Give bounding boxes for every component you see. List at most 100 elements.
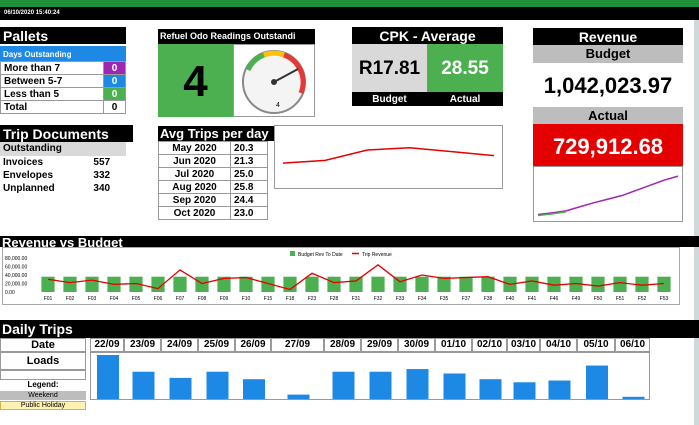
budget-bar bbox=[217, 276, 231, 292]
daily-trips-bar bbox=[287, 394, 310, 399]
revenue-budget-label: Budget bbox=[533, 45, 683, 63]
budget-bar bbox=[129, 276, 143, 292]
daily-trips-bar bbox=[243, 379, 265, 399]
x-tick-label: F51 bbox=[616, 296, 625, 302]
daily-trips-bar bbox=[369, 371, 392, 399]
budget-bar bbox=[657, 276, 671, 292]
pallets-row-value: 0 bbox=[103, 87, 126, 101]
date-cell: 25/09 bbox=[198, 338, 235, 352]
x-tick-label: F03 bbox=[88, 296, 97, 302]
x-tick-label: F40 bbox=[506, 296, 515, 302]
x-tick-label: F05 bbox=[132, 296, 141, 302]
daily-trips-spacer bbox=[0, 370, 86, 380]
budget-bar bbox=[635, 276, 649, 292]
budget-bar bbox=[613, 276, 627, 292]
avg-trips-row: Jun 2020 21.3 bbox=[158, 154, 269, 168]
budget-bar bbox=[349, 276, 363, 292]
x-tick-label: F50 bbox=[594, 296, 603, 302]
cpk-budget-label: Budget bbox=[352, 92, 427, 106]
cpk-title: CPK - Average bbox=[352, 27, 503, 44]
budget-bar bbox=[371, 276, 385, 292]
trip-docs-table: Invoices 557 Envelopes 332 Unplanned 340 bbox=[0, 156, 126, 195]
legend-public-holiday: Public Holiday bbox=[0, 401, 86, 410]
pallets-row-label: Less than 5 bbox=[0, 87, 104, 101]
daily-trips-date-label: Date bbox=[0, 338, 86, 352]
revenue-budget-value: 1,042,023.97 bbox=[543, 73, 673, 98]
y-tick-label: 60,000.00 bbox=[5, 265, 27, 271]
x-tick-label: F35 bbox=[440, 296, 449, 302]
date-cell: 30/09 bbox=[398, 338, 435, 352]
budget-bar bbox=[481, 276, 495, 292]
vertical-scrollbar[interactable] bbox=[694, 20, 699, 425]
daily-trips-bar bbox=[169, 377, 192, 399]
legend-label: Legend: bbox=[27, 380, 59, 389]
avg-trips-month: May 2020 bbox=[158, 141, 231, 155]
budget-bar bbox=[173, 276, 187, 292]
x-tick-label: F02 bbox=[66, 296, 75, 302]
budget-bar bbox=[591, 276, 605, 292]
revenue-trend-line bbox=[537, 175, 679, 216]
daily-trips-bar bbox=[132, 371, 155, 399]
avg-trips-value: 23.0 bbox=[229, 206, 269, 220]
date-cell: 22/09 bbox=[90, 338, 124, 352]
pallets-row-between-5-7: Between 5-7 0 bbox=[0, 74, 126, 88]
refuel-count: 4 bbox=[158, 44, 233, 117]
avg-trips-month: Sep 2020 bbox=[158, 193, 231, 207]
revenue-actual-label: Actual bbox=[533, 107, 683, 124]
x-tick-label: F49 bbox=[572, 296, 581, 302]
timestamp-bar: 06/10/2020 15:40:24 bbox=[0, 7, 699, 20]
pallets-row-less-than-5: Less than 5 0 bbox=[0, 87, 126, 101]
legend-budget-swatch bbox=[290, 251, 295, 256]
pallets-row-value: 0 bbox=[103, 61, 126, 75]
budget-bar bbox=[305, 276, 319, 292]
revenue-trend-chart bbox=[533, 166, 683, 222]
x-tick-label: F10 bbox=[242, 296, 251, 302]
rev-vs-budget-chart: Budget Rev To Date Trip Revenue 80,000.00 6… bbox=[5, 251, 671, 302]
pallets-row-total: Total 0 bbox=[0, 100, 126, 114]
x-tick-label: F46 bbox=[550, 296, 559, 302]
trip-docs-value: 332 bbox=[93, 170, 111, 181]
x-tick-label: F06 bbox=[154, 296, 163, 302]
gauge-reading: 4 bbox=[276, 102, 280, 109]
revenue-trend-svg bbox=[537, 175, 679, 217]
legend-trip-label: Trip Revenue bbox=[362, 252, 392, 258]
daily-trips-bar bbox=[406, 369, 429, 399]
legend-budget-label: Budget Rev To Date bbox=[298, 252, 343, 258]
revenue-actual-value: 729,912.68 bbox=[533, 124, 683, 166]
pallets-row-value: 0 bbox=[103, 100, 126, 114]
trip-docs-title: Trip Documents bbox=[0, 125, 133, 142]
avg-trips-title: Avg Trips per day bbox=[158, 126, 274, 141]
daily-trips-bar bbox=[332, 371, 355, 399]
x-tick-label: F37 bbox=[462, 296, 471, 302]
pallets-row-label: More than 7 bbox=[0, 61, 104, 75]
x-tick-label: F15 bbox=[264, 296, 273, 302]
x-tick-label: F33 bbox=[396, 296, 405, 302]
x-tick-label: F28 bbox=[330, 296, 339, 302]
avg-trips-chart bbox=[282, 147, 495, 164]
refuel-title: Refuel Odo Readings Outstandi bbox=[158, 29, 315, 44]
avg-trips-month: Oct 2020 bbox=[158, 206, 231, 220]
x-tick-label: F01 bbox=[44, 296, 53, 302]
x-tick-label: F53 bbox=[660, 296, 669, 302]
daily-trips-bar bbox=[206, 371, 229, 399]
x-tick-label: F04 bbox=[110, 296, 119, 302]
avg-trips-month: Jul 2020 bbox=[158, 167, 231, 181]
x-tick-label: F23 bbox=[308, 296, 317, 302]
cpk-budget-value: R17.81 bbox=[352, 44, 427, 92]
trip-docs-row: Invoices 557 bbox=[0, 156, 126, 169]
avg-trips-row: Sep 2020 24.4 bbox=[158, 193, 269, 207]
date-cell: 28/09 bbox=[324, 338, 361, 352]
date-cell: 04/10 bbox=[540, 338, 577, 352]
x-tick-label: F41 bbox=[528, 296, 537, 302]
daily-trips-date-row: 22/09 23/09 24/09 25/09 26/09 27/09 28/09 29/09… bbox=[90, 338, 650, 352]
avg-trips-table: May 2020 20.3 Jun 2020 21.3 Jul 2020 25.0 A… bbox=[158, 141, 269, 220]
date-cell: 01/10 bbox=[435, 338, 472, 352]
cpk-actual-value: 28.55 bbox=[427, 44, 503, 92]
date-cell: 06/10 bbox=[615, 338, 650, 352]
pallets-row-more-than-7: More than 7 0 bbox=[0, 61, 126, 75]
pallets-table: More than 7 0 Between 5-7 0 Less than 5 … bbox=[0, 61, 126, 114]
trip-docs-value: 557 bbox=[93, 157, 111, 168]
avg-trips-value: 24.4 bbox=[229, 193, 269, 207]
daily-trips-chart bbox=[97, 355, 645, 399]
x-tick-label: F38 bbox=[484, 296, 493, 302]
